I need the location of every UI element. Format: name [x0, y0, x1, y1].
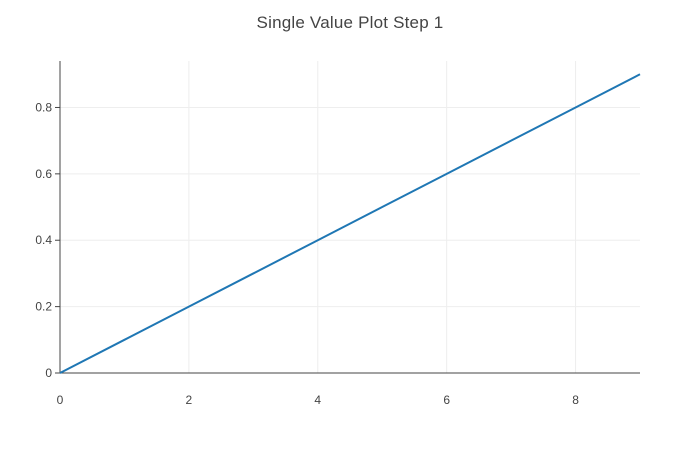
y-tick-label: 0.4: [35, 233, 52, 247]
x-tick-label: 6: [443, 393, 450, 407]
series-line-0: [59, 73, 641, 374]
grid-layer: [60, 61, 640, 373]
x-tick-label: 4: [314, 393, 321, 407]
x-tick-label: 0: [57, 393, 64, 407]
y-tick-label: 0: [45, 366, 52, 380]
x-tick-label: 2: [186, 393, 193, 407]
y-tick-label: 0.8: [35, 100, 52, 114]
x-tick-label: 8: [572, 393, 579, 407]
chart-title: Single Value Plot Step 1: [256, 13, 444, 32]
tick-label-layer: 0 2 4 6 8 0 0.2 0.4 0.6 0.8: [35, 100, 579, 407]
y-tick-label: 0.6: [35, 167, 52, 181]
y-tick-label: 0.2: [35, 300, 52, 314]
axis-layer: [55, 61, 640, 374]
series-layer: [59, 73, 641, 374]
